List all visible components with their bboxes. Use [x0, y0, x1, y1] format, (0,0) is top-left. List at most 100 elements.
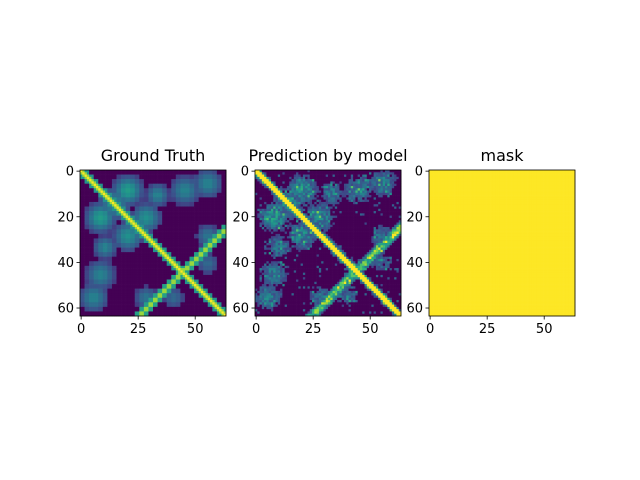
- heatmap-cell: [155, 208, 158, 212]
- heatmap-cell: [146, 179, 149, 182]
- heatmap-cell: [146, 302, 149, 305]
- heatmap-cell: [93, 277, 97, 280]
- heatmap-cell: [127, 238, 131, 242]
- heatmap-cell: [162, 220, 165, 223]
- heatmap-cell: [175, 204, 179, 207]
- heatmap-cell: [366, 199, 370, 203]
- heatmap-cell: [153, 188, 156, 191]
- heatmap-cell: [173, 243, 177, 246]
- heatmap-cell: [127, 220, 131, 223]
- heatmap-cell: [109, 256, 113, 260]
- heatmap-cell: [91, 170, 95, 173]
- heatmap-cell: [328, 185, 331, 189]
- heatmap-cell: [86, 261, 90, 264]
- heatmap-cell: [93, 201, 97, 205]
- heatmap-cell: [182, 279, 186, 283]
- heatmap-cell: [205, 188, 209, 191]
- heatmap-cell: [118, 181, 122, 185]
- heatmap-cell: [146, 245, 149, 248]
- heatmap-cell: [148, 249, 152, 253]
- heatmap-cell: [125, 245, 129, 248]
- heatmap-cell: [307, 179, 311, 182]
- heatmap-cell: [82, 293, 85, 296]
- heatmap-cell: [105, 206, 108, 210]
- heatmap-cell: [171, 215, 174, 219]
- heatmap-cell: [264, 181, 267, 185]
- heatmap-cell: [141, 272, 145, 276]
- heatmap-cell: [203, 240, 206, 244]
- heatmap-cell: [296, 172, 299, 175]
- heatmap-cell: [184, 261, 188, 264]
- heatmap-cell: [80, 240, 83, 244]
- heatmap-cell: [178, 279, 181, 283]
- heatmap-cell: [150, 284, 154, 287]
- heatmap-cell: [141, 220, 145, 223]
- heatmap-cell: [173, 222, 177, 226]
- heatmap-cell: [143, 183, 147, 187]
- heatmap-cell: [114, 247, 117, 251]
- heatmap-cell: [162, 258, 165, 262]
- heatmap-cell: [305, 197, 308, 201]
- heatmap-cell: [171, 174, 174, 178]
- heatmap-cell: [95, 174, 99, 178]
- heatmap-cell: [270, 172, 274, 175]
- heatmap-cell: [194, 195, 197, 198]
- heatmap-cell: [123, 313, 126, 317]
- heatmap-cell: [198, 304, 202, 308]
- heatmap-cell: [178, 304, 181, 308]
- heatmap-cell: [318, 197, 322, 201]
- heatmap-cell: [171, 185, 174, 189]
- heatmap-cell: [166, 309, 170, 312]
- heatmap-cell: [207, 300, 211, 303]
- heatmap-cell: [178, 192, 181, 196]
- heatmap-cell: [102, 185, 106, 189]
- heatmap-cell: [102, 258, 106, 262]
- heatmap-cell: [84, 268, 88, 271]
- heatmap-cell: [196, 293, 199, 296]
- heatmap-cell: [182, 206, 186, 210]
- heatmap-cell: [180, 309, 184, 312]
- heatmap-cell: [105, 217, 108, 221]
- heatmap-cell: [216, 281, 220, 285]
- heatmap-cell: [168, 217, 172, 221]
- heatmap-cell: [153, 181, 156, 185]
- heatmap-cell: [134, 231, 138, 235]
- heatmap-cell: [298, 176, 301, 180]
- heatmap-cell: [137, 295, 140, 299]
- heatmap-cell: [223, 170, 227, 173]
- heatmap-cell: [189, 256, 193, 260]
- heatmap-cell: [216, 295, 220, 299]
- heatmap-cell: [116, 304, 120, 308]
- heatmap-cell: [257, 179, 260, 182]
- heatmap-cell: [121, 261, 124, 264]
- heatmap-cell: [187, 199, 190, 203]
- heatmap-cell: [196, 197, 199, 201]
- heatmap-cell: [102, 215, 106, 219]
- heatmap-cell: [162, 247, 165, 251]
- heatmap-cell: [93, 261, 97, 264]
- heatmap-cell: [148, 256, 152, 260]
- heatmap-cell: [166, 217, 170, 221]
- heatmap-cell: [102, 279, 106, 283]
- heatmap-cell: [223, 222, 227, 226]
- heatmap-cell: [348, 195, 352, 198]
- heatmap-cell: [166, 263, 170, 267]
- heatmap-cell: [375, 174, 379, 178]
- heatmap-cell: [80, 309, 83, 312]
- heatmap-cell: [348, 181, 352, 185]
- heatmap-cell: [139, 279, 142, 283]
- heatmap-cell: [86, 270, 90, 274]
- heatmap-cell: [205, 297, 209, 301]
- heatmap-cell: [189, 263, 193, 267]
- heatmap-cell: [203, 227, 206, 230]
- heatmap-cell: [280, 185, 283, 189]
- heatmap-cell: [114, 170, 117, 173]
- heatmap-cell: [216, 293, 220, 296]
- heatmap-cell: [175, 224, 179, 228]
- heatmap-cell: [173, 279, 177, 283]
- heatmap-cell: [84, 179, 88, 182]
- heatmap-cell: [127, 188, 131, 191]
- heatmap-cell: [84, 293, 88, 296]
- heatmap-cell: [173, 174, 177, 178]
- heatmap-cell: [100, 272, 104, 276]
